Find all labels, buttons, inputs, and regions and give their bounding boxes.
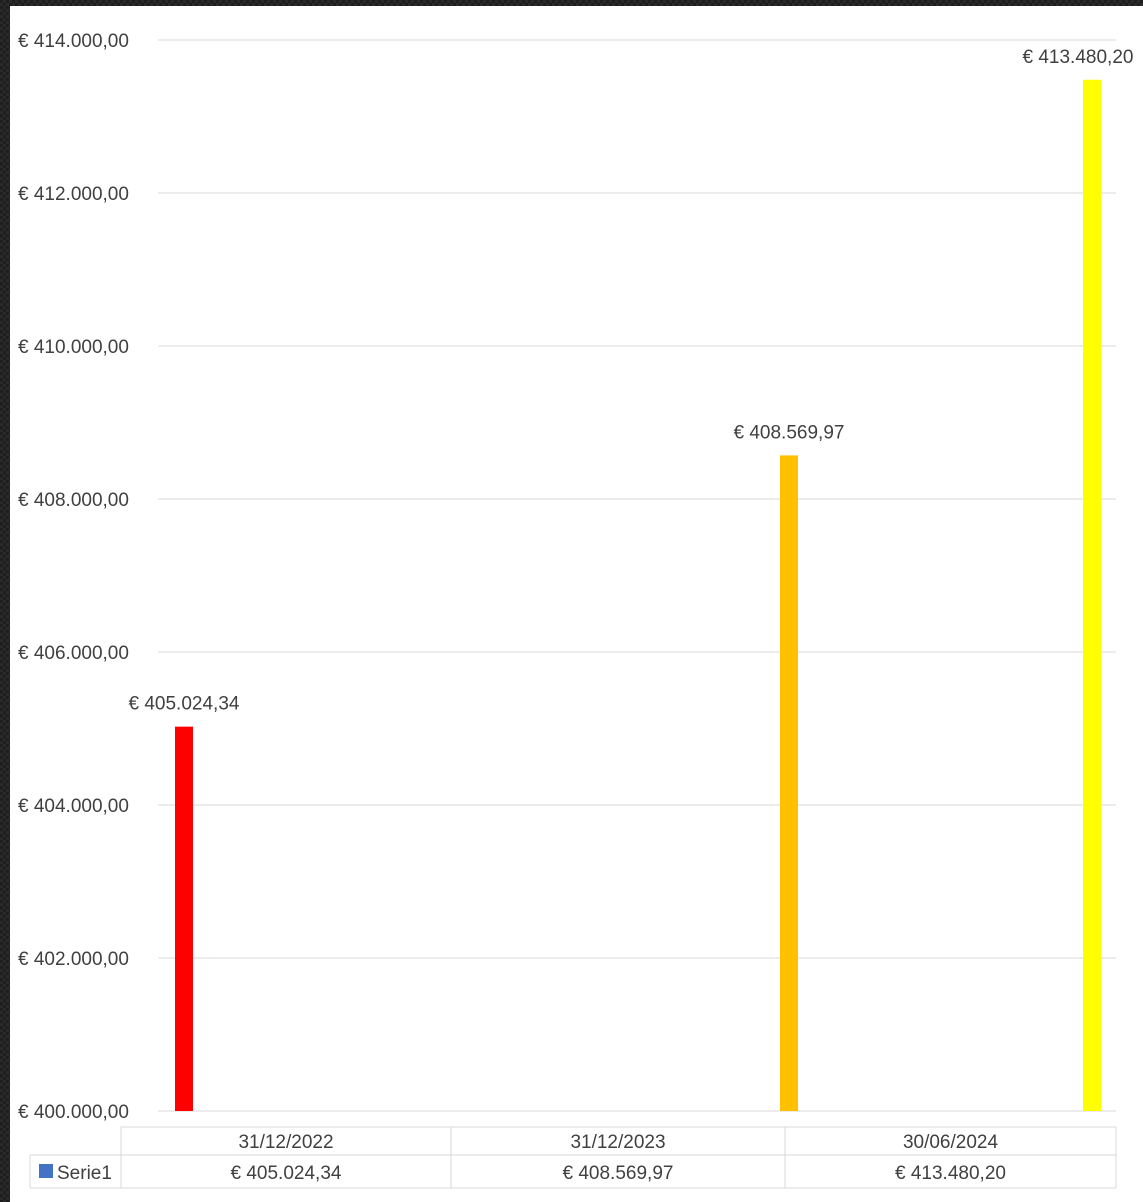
legend-key	[39, 1164, 53, 1178]
y-tick-label: € 406.000,00	[18, 643, 129, 664]
bars	[175, 79, 1101, 1112]
y-tick-label: € 412.000,00	[18, 184, 129, 205]
bar-30-06-2024	[1083, 79, 1101, 1112]
chart-panel	[10, 6, 1143, 1202]
y-tick-label: € 408.000,00	[18, 490, 129, 511]
y-tick-label: € 404.000,00	[18, 796, 129, 817]
series-name: Serie1	[57, 1163, 112, 1184]
data-label: € 405.024,34	[129, 694, 240, 715]
y-tick-label: € 410.000,00	[18, 337, 129, 358]
table-value-cell: € 413.480,20	[895, 1163, 1006, 1184]
bar-31-12-2022	[175, 726, 193, 1111]
x-category-label: 31/12/2022	[238, 1132, 333, 1153]
y-tick-label: € 402.000,00	[18, 949, 129, 970]
y-tick-label: € 400.000,00	[18, 1102, 129, 1123]
y-axis-tick-labels: € 400.000,00 € 402.000,00 € 404.000,00 € 40…	[18, 31, 129, 1123]
bar-31-12-2023	[780, 455, 798, 1111]
y-tick-label: € 414.000,00	[18, 31, 129, 52]
gridlines	[158, 39, 1116, 1112]
data-labels: € 405.024,34 € 408.569,97 € 413.480,20	[129, 47, 1134, 715]
data-label: € 413.480,20	[1023, 47, 1134, 68]
data-table: 31/12/2022 € 405.024,34 31/12/2023 € 408.56…	[29, 1126, 1117, 1189]
x-category-label: 30/06/2024	[903, 1132, 999, 1153]
data-label: € 408.569,97	[734, 422, 845, 443]
table-value-cell: € 408.569,97	[563, 1163, 674, 1184]
x-category-label: 31/12/2023	[570, 1132, 665, 1153]
table-value-cell: € 405.024,34	[231, 1163, 342, 1184]
